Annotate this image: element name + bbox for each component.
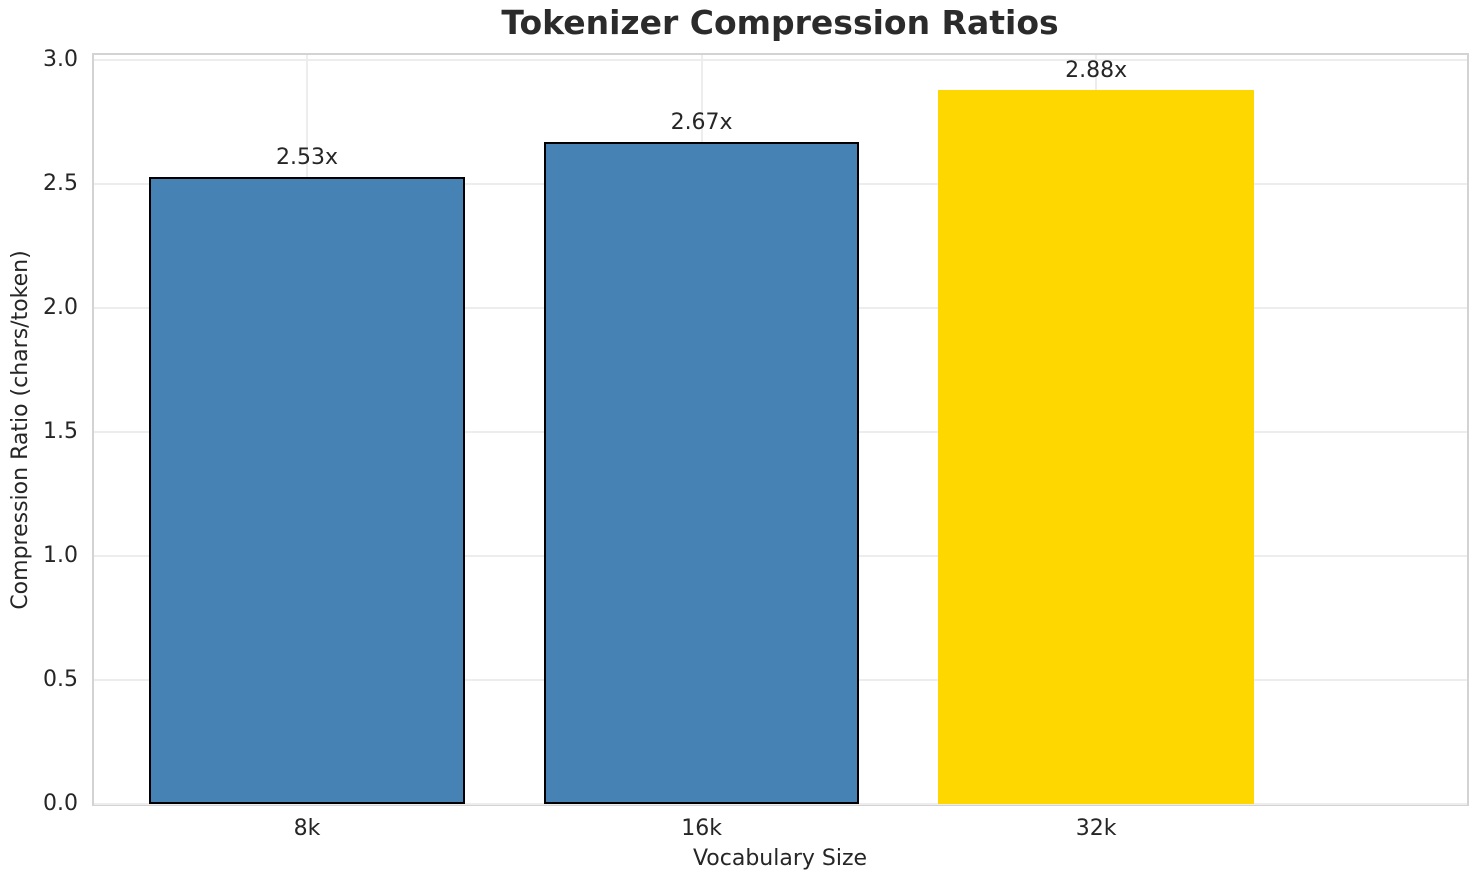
x-tick-label: 16k	[681, 816, 722, 841]
y-tick-label: 0.5	[43, 666, 78, 692]
chart-title: Tokenizer Compression Ratios	[501, 3, 1059, 42]
x-tick-label: 32k	[1075, 816, 1117, 841]
y-tick-label: 2.5	[43, 170, 78, 196]
plot-area: 2.53x 2.67x 2.88x	[92, 53, 1469, 806]
y-gridline	[94, 58, 1467, 61]
bar-32k	[938, 89, 1254, 804]
x-axis-label: Vocabulary Size	[692, 846, 868, 871]
bar-value-label: 2.67x	[670, 109, 733, 135]
y-tick-label: 1.0	[43, 542, 78, 568]
y-tick-label: 3.0	[43, 46, 78, 72]
bar-16k	[543, 141, 860, 804]
bar-value-label: 2.88x	[1065, 57, 1128, 83]
y-tick-label: 0.0	[43, 791, 78, 816]
y-tick-label: 2.0	[43, 294, 78, 320]
bar-value-label: 2.53x	[276, 144, 339, 170]
y-gridline	[94, 803, 1467, 805]
bar-8k	[149, 176, 465, 804]
x-tick-label: 8k	[293, 816, 321, 841]
y-tick-label: 1.5	[43, 418, 78, 444]
